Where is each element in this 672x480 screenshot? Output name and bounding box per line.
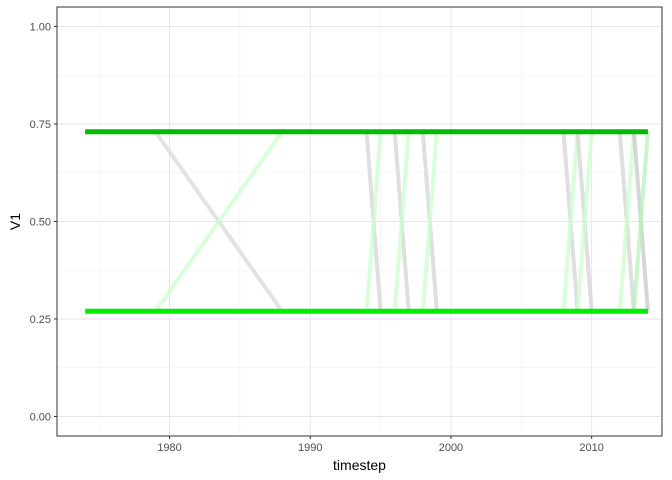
x-tick-label: 1990 — [298, 442, 322, 454]
y-tick-label: 0.00 — [30, 412, 51, 424]
series-lines — [85, 129, 650, 314]
transition-line — [617, 131, 636, 312]
transition-line — [392, 131, 411, 312]
x-axis-title: timestep — [333, 457, 386, 473]
transition-line — [420, 131, 439, 312]
transition-line — [561, 131, 580, 312]
y-tick-label: 0.75 — [30, 119, 51, 131]
grid-major — [57, 7, 662, 436]
y-axis: 0.00 0.25 0.50 0.75 1.00 — [30, 22, 57, 424]
x-tick-label: 1980 — [157, 442, 181, 454]
y-axis-title: V1 — [7, 213, 23, 230]
transition-line — [575, 131, 594, 312]
x-tick-label: 2000 — [439, 442, 463, 454]
y-tick-label: 1.00 — [30, 22, 51, 34]
x-tick-label: 2010 — [579, 442, 603, 454]
transition-line — [153, 130, 284, 313]
y-tick-label: 0.50 — [30, 217, 51, 229]
y-tick-label: 0.25 — [30, 314, 51, 326]
x-axis: 1980 1990 2000 2010 — [157, 436, 604, 454]
transition-line — [631, 131, 650, 312]
transition-line — [364, 131, 383, 312]
